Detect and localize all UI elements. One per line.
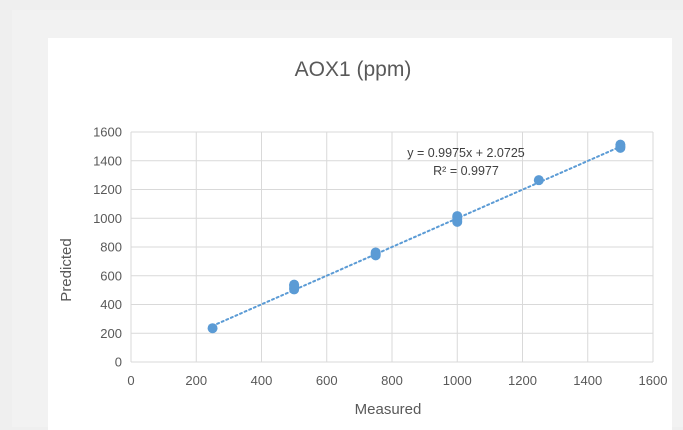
x-tick-label: 1000 bbox=[443, 373, 472, 388]
y-tick-label: 400 bbox=[100, 297, 122, 312]
y-tick-label: 1200 bbox=[93, 182, 122, 197]
trendline-equation: y = 0.9975x + 2.0725 bbox=[407, 146, 525, 160]
y-tick-label: 0 bbox=[115, 355, 122, 370]
scatter-chart: AOX1 (ppm) 0 200 400 600 800 1000 1200 1400 1600… bbox=[58, 58, 667, 418]
y-tick-label: 1000 bbox=[93, 211, 122, 226]
data-point bbox=[207, 323, 218, 334]
data-point bbox=[452, 211, 463, 222]
x-tick-label: 1200 bbox=[508, 373, 537, 388]
data-point bbox=[615, 139, 626, 150]
y-axis-label: Predicted bbox=[58, 238, 75, 301]
r-squared-label: R² = 0.9977 bbox=[433, 164, 499, 178]
data-point bbox=[533, 175, 544, 186]
x-tick-label: 600 bbox=[316, 373, 338, 388]
data-point bbox=[370, 247, 381, 258]
chart-frame: AOX1 (ppm) 0 200 400 600 800 1000 1200 1400 1600… bbox=[12, 10, 683, 430]
trendline bbox=[211, 145, 622, 327]
chart-title: AOX1 (ppm) bbox=[295, 58, 412, 81]
y-tick-label: 1600 bbox=[93, 125, 122, 140]
x-tick-label: 800 bbox=[381, 373, 403, 388]
chart-area: AOX1 (ppm) 0 200 400 600 800 1000 1200 1400 1600… bbox=[48, 38, 672, 430]
x-tick-label: 1600 bbox=[639, 373, 668, 388]
x-tick-label: 400 bbox=[251, 373, 273, 388]
y-tick-labels: 0 200 400 600 800 1000 1200 1400 1600 bbox=[93, 125, 122, 370]
data-points bbox=[207, 139, 626, 334]
x-tick-label: 200 bbox=[185, 373, 207, 388]
x-axis-label: Measured bbox=[355, 401, 422, 418]
y-tick-label: 800 bbox=[100, 240, 122, 255]
x-tick-label: 1400 bbox=[573, 373, 602, 388]
y-tick-label: 600 bbox=[100, 268, 122, 283]
x-tick-label: 0 bbox=[127, 373, 134, 388]
data-point bbox=[289, 279, 300, 290]
y-tick-label: 200 bbox=[100, 326, 122, 341]
y-tick-label: 1400 bbox=[93, 153, 122, 168]
x-tick-labels: 0 200 400 600 800 1000 1200 1400 1600 bbox=[127, 373, 667, 388]
